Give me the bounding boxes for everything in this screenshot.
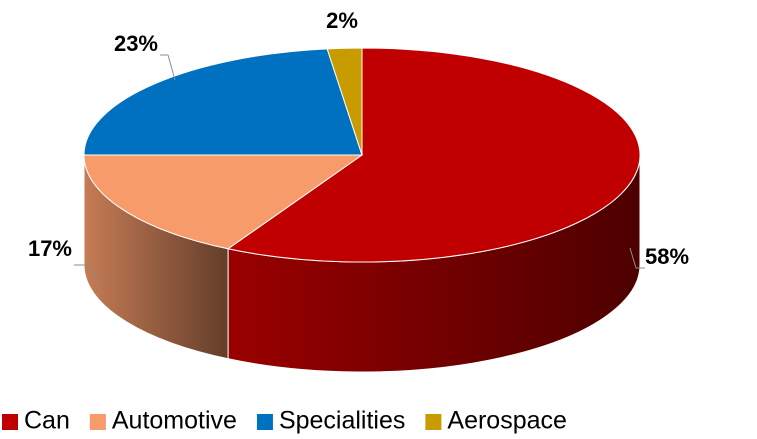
legend-swatch [425,414,442,430]
legend-label: Automotive [112,407,237,435]
legend-label: Specialities [279,407,405,435]
legend-swatch [2,414,18,430]
pie-slice [83,154,364,250]
pie-slice [226,47,641,263]
leader-line [160,54,176,81]
legend-label: Can [24,407,70,435]
leader-line [74,264,101,286]
data-label: 58% [645,244,689,269]
data-label: 23% [114,31,158,56]
data-label: 2% [326,8,358,33]
legend-label: Aerospace [447,407,567,435]
pie-slice [83,48,363,156]
legend-swatch [256,414,273,430]
leader-line [629,247,645,269]
data-label: 17% [28,236,72,261]
pie-slice [326,47,363,156]
legend-swatch [89,414,106,430]
